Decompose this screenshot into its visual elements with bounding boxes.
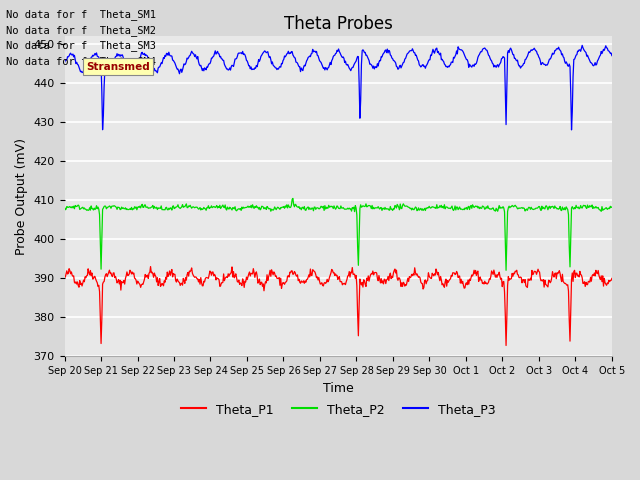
Text: No data for f  Theta_SM3: No data for f Theta_SM3 [6, 40, 156, 51]
Text: No data for f  Theta_SM4: No data for f Theta_SM4 [6, 56, 156, 67]
Text: No data for f  Theta_SM1: No data for f Theta_SM1 [6, 9, 156, 20]
Text: No data for f  Theta_SM2: No data for f Theta_SM2 [6, 24, 156, 36]
X-axis label: Time: Time [323, 382, 353, 395]
Text: Stransmed: Stransmed [86, 61, 150, 72]
Y-axis label: Probe Output (mV): Probe Output (mV) [15, 138, 28, 255]
Title: Theta Probes: Theta Probes [284, 15, 392, 33]
Legend: Theta_P1, Theta_P2, Theta_P3: Theta_P1, Theta_P2, Theta_P3 [175, 397, 501, 420]
